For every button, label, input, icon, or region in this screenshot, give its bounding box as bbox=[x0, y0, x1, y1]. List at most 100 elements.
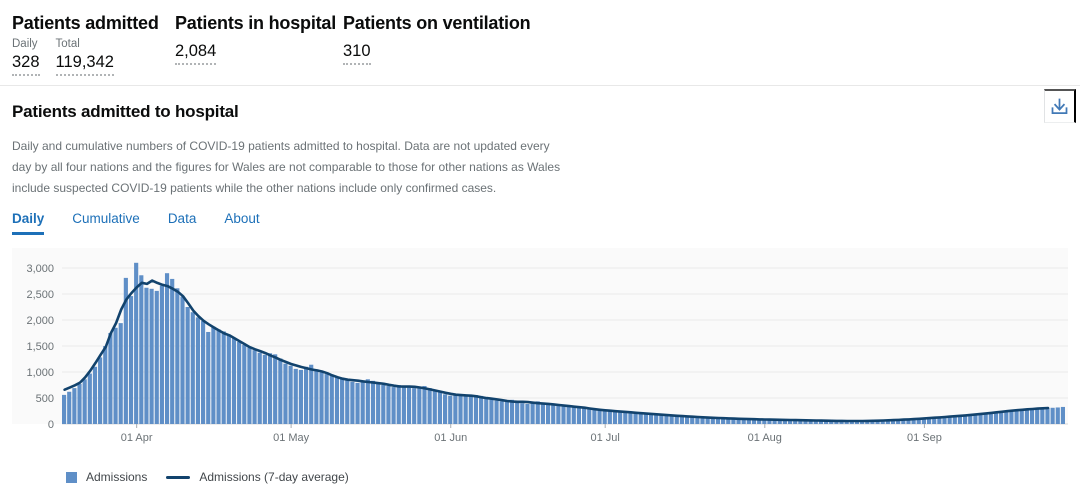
admissions-bar[interactable] bbox=[679, 416, 684, 424]
admissions-bar[interactable] bbox=[427, 388, 432, 424]
admissions-bar[interactable] bbox=[705, 417, 710, 424]
admissions-bar[interactable] bbox=[566, 405, 571, 424]
admissions-bar[interactable] bbox=[643, 413, 648, 425]
admissions-bar[interactable] bbox=[556, 405, 561, 424]
admissions-bar[interactable] bbox=[267, 353, 273, 424]
admissions-bar[interactable] bbox=[170, 278, 175, 424]
admissions-bar[interactable] bbox=[1045, 408, 1050, 424]
admissions-bar[interactable] bbox=[818, 420, 824, 424]
admissions-bar[interactable] bbox=[963, 415, 968, 424]
admissions-bar[interactable] bbox=[690, 416, 695, 424]
admissions-bar[interactable] bbox=[149, 288, 154, 424]
admissions-bar[interactable] bbox=[767, 419, 772, 424]
admissions-bar[interactable] bbox=[87, 373, 92, 424]
admissions-bar[interactable] bbox=[82, 379, 87, 424]
admissions-bar[interactable] bbox=[303, 366, 309, 424]
admissions-bar[interactable] bbox=[597, 410, 602, 424]
tab-data[interactable]: Data bbox=[167, 211, 197, 226]
admissions-bar[interactable] bbox=[870, 420, 875, 424]
admissions-bar[interactable] bbox=[607, 411, 612, 424]
admissions-bar[interactable] bbox=[72, 388, 77, 424]
admissions-bar[interactable] bbox=[736, 418, 741, 424]
admissions-bar[interactable] bbox=[201, 321, 206, 424]
admissions-bar[interactable] bbox=[381, 385, 386, 424]
admissions-bar[interactable] bbox=[648, 414, 654, 424]
admissions-bar[interactable] bbox=[793, 420, 798, 424]
admissions-bar[interactable] bbox=[432, 390, 437, 424]
admissions-bar[interactable] bbox=[453, 394, 458, 424]
admissions-bar[interactable] bbox=[772, 419, 777, 424]
admissions-bar[interactable] bbox=[633, 412, 638, 424]
admissions-bar[interactable] bbox=[947, 416, 952, 424]
admissions-bar[interactable] bbox=[571, 405, 576, 424]
admissions-bar[interactable] bbox=[978, 413, 983, 424]
admissions-bar[interactable] bbox=[1060, 406, 1065, 424]
admissions-bar[interactable] bbox=[67, 391, 72, 424]
admissions-bar[interactable] bbox=[746, 419, 751, 424]
admissions-bar[interactable] bbox=[721, 418, 726, 424]
admissions-bar[interactable] bbox=[942, 417, 947, 424]
admissions-bar[interactable] bbox=[355, 382, 360, 424]
admissions-bar[interactable] bbox=[406, 387, 412, 424]
admissions-bar[interactable] bbox=[926, 418, 932, 424]
admissions-bar[interactable] bbox=[154, 290, 159, 424]
admissions-bar[interactable] bbox=[1029, 408, 1035, 424]
admissions-bar[interactable] bbox=[237, 341, 242, 424]
admissions-bar[interactable] bbox=[77, 383, 82, 424]
admissions-bar[interactable] bbox=[231, 338, 237, 424]
admissions-bar[interactable] bbox=[798, 420, 803, 424]
admissions-bar[interactable] bbox=[731, 418, 736, 424]
admissions-bar[interactable] bbox=[314, 369, 319, 424]
admissions-bar[interactable] bbox=[108, 333, 113, 424]
admissions-bar[interactable] bbox=[592, 409, 597, 424]
admissions-bar[interactable] bbox=[139, 275, 144, 424]
admissions-bar[interactable] bbox=[185, 307, 190, 424]
admissions-bar[interactable] bbox=[875, 420, 880, 424]
admissions-bar[interactable] bbox=[618, 411, 623, 424]
admissions-bar[interactable] bbox=[896, 419, 901, 424]
admissions-bar[interactable] bbox=[1004, 411, 1009, 424]
admissions-bar[interactable] bbox=[293, 368, 298, 424]
admissions-bar[interactable] bbox=[880, 420, 885, 424]
admissions-bar[interactable] bbox=[443, 394, 448, 424]
admissions-bar[interactable] bbox=[865, 420, 870, 424]
admissions-bar[interactable] bbox=[911, 419, 916, 424]
admissions-bar[interactable] bbox=[350, 381, 355, 424]
admissions-bar[interactable] bbox=[952, 416, 957, 424]
admissions-bar[interactable] bbox=[602, 410, 607, 424]
admissions-bar[interactable] bbox=[762, 419, 767, 424]
admissions-bar[interactable] bbox=[885, 420, 890, 424]
admissions-bar[interactable] bbox=[62, 394, 67, 424]
admissions-bar[interactable] bbox=[999, 411, 1004, 424]
admissions-bar[interactable] bbox=[391, 387, 396, 424]
admissions-bar[interactable] bbox=[540, 402, 545, 424]
admissions-bar[interactable] bbox=[144, 287, 149, 424]
admissions-bar[interactable] bbox=[257, 352, 262, 424]
download-button[interactable] bbox=[1044, 89, 1076, 123]
admissions-bar[interactable] bbox=[417, 386, 422, 424]
admissions-bar[interactable] bbox=[494, 400, 499, 424]
admissions-bar[interactable] bbox=[515, 401, 520, 424]
admissions-bar[interactable] bbox=[113, 327, 118, 424]
admissions-bar[interactable] bbox=[932, 417, 937, 424]
admissions-bar[interactable] bbox=[937, 417, 942, 424]
admissions-bar[interactable] bbox=[829, 420, 834, 424]
admissions-bar[interactable] bbox=[118, 323, 123, 424]
admissions-bar[interactable] bbox=[916, 418, 921, 424]
admissions-bar[interactable] bbox=[782, 419, 787, 424]
admissions-bar[interactable] bbox=[98, 357, 103, 424]
admissions-bar[interactable] bbox=[844, 421, 849, 424]
admissions-bar[interactable] bbox=[164, 273, 170, 424]
admissions-bar[interactable] bbox=[1019, 409, 1024, 424]
admissions-bar[interactable] bbox=[551, 405, 556, 424]
admissions-bar[interactable] bbox=[340, 378, 345, 424]
admissions-bar[interactable] bbox=[468, 396, 473, 424]
admissions-bar[interactable] bbox=[803, 420, 808, 424]
admissions-bar[interactable] bbox=[700, 417, 705, 424]
admissions-bar[interactable] bbox=[252, 350, 257, 424]
admissions-bar[interactable] bbox=[376, 383, 381, 424]
admissions-bar[interactable] bbox=[561, 406, 566, 424]
admissions-bar[interactable] bbox=[206, 331, 211, 424]
admissions-bar[interactable] bbox=[587, 408, 592, 424]
admissions-bar[interactable] bbox=[669, 415, 674, 424]
